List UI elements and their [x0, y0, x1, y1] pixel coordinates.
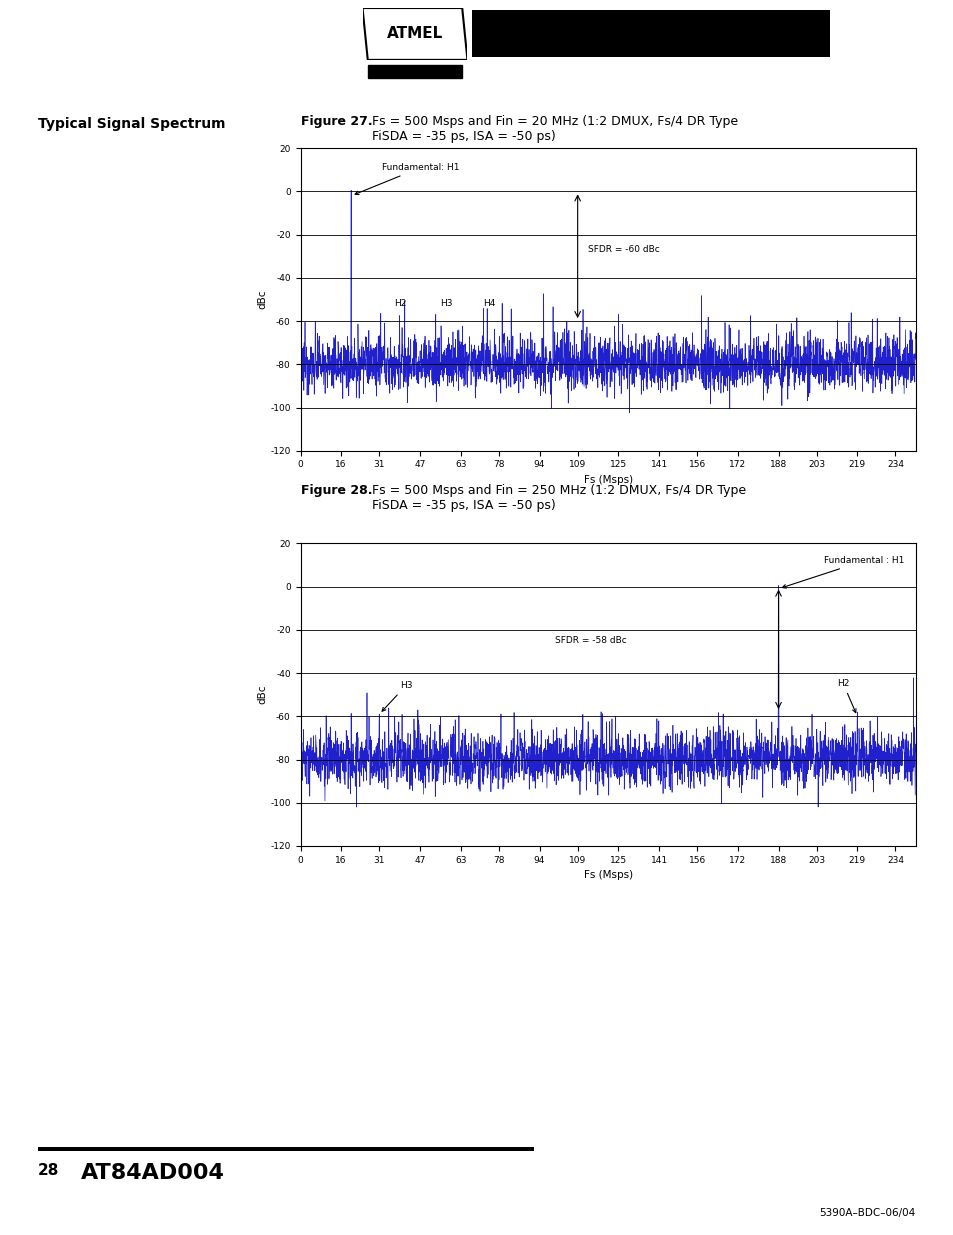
Text: SFDR = -60 dBc: SFDR = -60 dBc — [587, 245, 659, 254]
X-axis label: Fs (Msps): Fs (Msps) — [583, 871, 632, 881]
Text: Figure 28.: Figure 28. — [300, 484, 376, 498]
Text: AT84AD004: AT84AD004 — [81, 1163, 225, 1183]
Text: FiSDA = -35 ps, ISA = -50 ps): FiSDA = -35 ps, ISA = -50 ps) — [372, 130, 556, 143]
Text: 28: 28 — [38, 1163, 59, 1178]
X-axis label: Fs (Msps): Fs (Msps) — [583, 475, 632, 485]
Text: Fundamental : H1: Fundamental : H1 — [781, 556, 903, 588]
Text: FiSDA = -35 ps, ISA = -50 ps): FiSDA = -35 ps, ISA = -50 ps) — [372, 499, 556, 513]
Bar — [368, 65, 461, 78]
Text: H3: H3 — [382, 682, 412, 711]
Text: H2: H2 — [836, 679, 855, 713]
Text: H2: H2 — [395, 299, 407, 308]
Text: H3: H3 — [440, 299, 453, 308]
Text: Figure 27.: Figure 27. — [300, 115, 376, 128]
Y-axis label: dBc: dBc — [257, 685, 267, 704]
Y-axis label: dBc: dBc — [257, 290, 267, 309]
Text: Typical Signal Spectrum: Typical Signal Spectrum — [38, 117, 226, 131]
Text: H4: H4 — [483, 299, 496, 308]
Text: ATMEL: ATMEL — [387, 26, 442, 42]
Text: 5390A–BDC–06/04: 5390A–BDC–06/04 — [819, 1208, 915, 1218]
Text: Fs = 500 Msps and Fin = 20 MHz (1:2 DMUX, Fs/4 DR Type: Fs = 500 Msps and Fin = 20 MHz (1:2 DMUX… — [372, 115, 738, 128]
Text: SFDR = -58 dBc: SFDR = -58 dBc — [555, 636, 626, 645]
Text: Fs = 500 Msps and Fin = 250 MHz (1:2 DMUX, Fs/4 DR Type: Fs = 500 Msps and Fin = 250 MHz (1:2 DMU… — [372, 484, 745, 498]
Text: Fundamental: H1: Fundamental: H1 — [355, 163, 459, 195]
